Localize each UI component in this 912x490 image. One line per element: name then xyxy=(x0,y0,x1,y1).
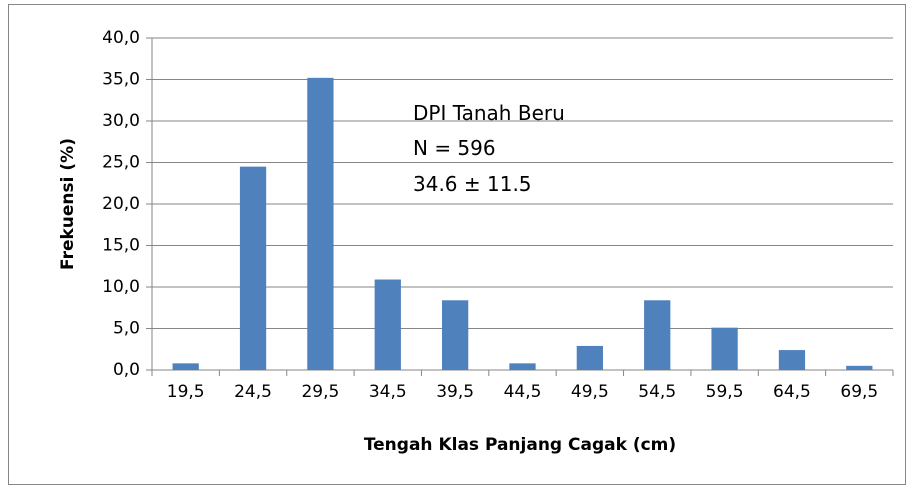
bar xyxy=(172,363,199,370)
y-tick-label: 25,0 xyxy=(102,153,140,173)
annotation: N = 596 xyxy=(413,136,496,160)
y-tick-label: 15,0 xyxy=(102,236,140,256)
x-tick-label: 39,5 xyxy=(436,382,474,402)
bar xyxy=(307,77,334,370)
bar xyxy=(778,350,806,370)
x-tick-label: 59,5 xyxy=(706,382,744,402)
bar xyxy=(239,166,267,370)
annotation: 34.6 ± 11.5 xyxy=(413,172,532,196)
x-axis-label: Tengah Klas Panjang Cagak (cm) xyxy=(364,435,676,455)
y-axis-label: Frekuensi (%) xyxy=(58,138,78,270)
x-tick-label: 64,5 xyxy=(773,382,811,402)
x-tick-label: 54,5 xyxy=(638,382,676,402)
bar xyxy=(576,345,603,370)
y-tick-label: 0,0 xyxy=(113,360,140,380)
bar xyxy=(846,365,873,370)
bar xyxy=(711,327,738,370)
bar xyxy=(442,300,469,370)
x-tick-label: 24,5 xyxy=(234,382,272,402)
bar xyxy=(374,279,401,370)
x-tick-label: 29,5 xyxy=(301,382,339,402)
y-tick-label: 20,0 xyxy=(102,194,140,214)
y-tick-label: 30,0 xyxy=(102,111,140,131)
bar xyxy=(644,300,671,370)
y-tick-label: 40,0 xyxy=(102,28,140,48)
y-tick-label: 5,0 xyxy=(113,319,140,339)
x-tick-label: 44,5 xyxy=(504,382,542,402)
y-tick-label: 10,0 xyxy=(102,277,140,297)
y-tick-label: 35,0 xyxy=(102,70,140,90)
bar xyxy=(509,363,536,370)
x-tick-label: 69,5 xyxy=(840,382,878,402)
x-tick-label: 34,5 xyxy=(369,382,407,402)
chart-border xyxy=(8,4,906,485)
x-tick-label: 19,5 xyxy=(167,382,205,402)
x-tick-label: 49,5 xyxy=(571,382,609,402)
